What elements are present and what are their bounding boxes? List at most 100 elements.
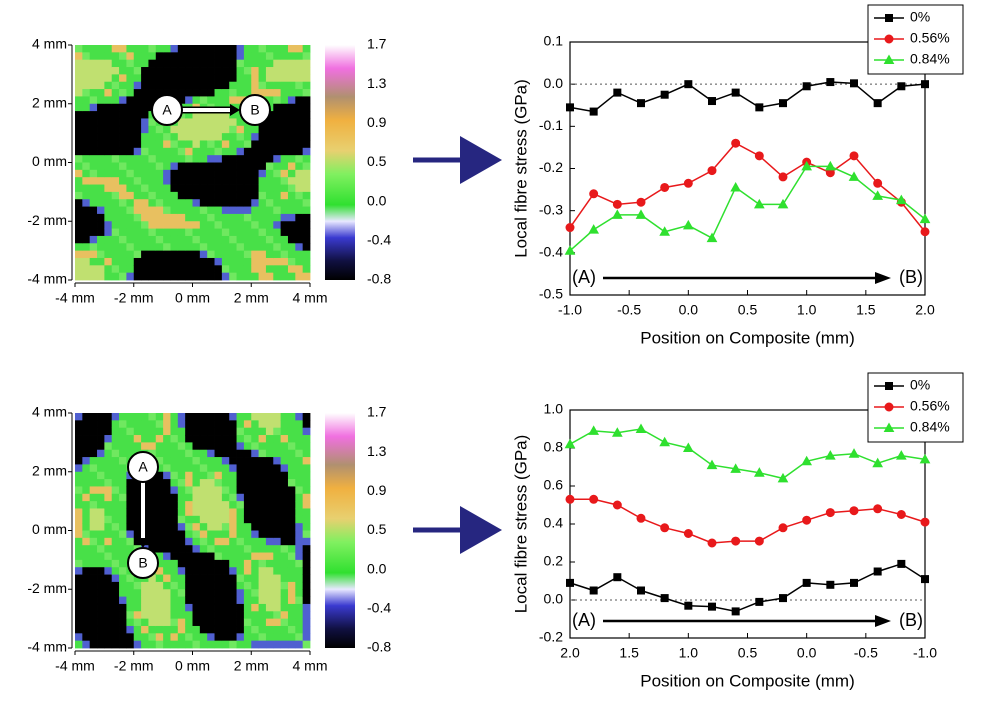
map-cell [207, 618, 215, 627]
map-cell [207, 633, 215, 642]
map-cell [287, 96, 296, 105]
map-cell [229, 59, 237, 68]
map-cell [97, 501, 105, 509]
map-cell [111, 427, 120, 436]
map-cell [236, 228, 245, 237]
map-cell [280, 59, 289, 68]
map-cell [89, 67, 98, 75]
x-tick-label: 1.0 [797, 302, 817, 318]
map-cell [251, 574, 259, 583]
map-cell [280, 89, 289, 97]
map-cell [119, 74, 127, 83]
map-cell [258, 493, 267, 502]
map-cell [258, 206, 267, 215]
map-cell [295, 140, 304, 149]
map-cell [258, 552, 267, 561]
map-cell [214, 413, 223, 421]
map-cell [148, 184, 157, 193]
marker [588, 224, 600, 234]
map-cell [199, 125, 208, 134]
map-cell [280, 618, 289, 627]
map-cell [185, 140, 193, 149]
map-cell [177, 589, 186, 597]
map-cell [251, 427, 259, 436]
map-cell [243, 530, 252, 539]
map-cell [251, 457, 259, 465]
map-cell [221, 140, 230, 149]
map-cell [236, 81, 245, 90]
map-cell [155, 67, 164, 75]
map-cell [280, 471, 289, 480]
map-cell [280, 199, 289, 207]
map-cell [236, 618, 245, 627]
map-cell [155, 625, 164, 634]
map-cell [295, 96, 304, 105]
map-cell [199, 74, 208, 83]
map-cell [89, 147, 98, 156]
map-cell [155, 89, 164, 97]
map-cell [258, 162, 267, 171]
map-cell [89, 501, 98, 509]
map-cell [280, 257, 289, 266]
map-cell [141, 442, 149, 451]
map-cell [287, 272, 296, 281]
map-cell [192, 413, 201, 421]
map-cell [119, 435, 127, 443]
map-cell [295, 530, 304, 539]
map-cell [111, 515, 120, 524]
map-cell [104, 125, 113, 134]
map-cell [302, 611, 311, 620]
map-cell [192, 199, 201, 207]
map-cell [119, 96, 127, 105]
map-cell [155, 611, 164, 620]
point-label: A [138, 459, 148, 475]
map-cell [207, 67, 215, 75]
map-cell [97, 206, 105, 215]
map-cell [295, 589, 304, 597]
map-cell [155, 52, 164, 61]
map-cell [170, 125, 179, 134]
map-cell [97, 435, 105, 443]
map-cell [148, 74, 157, 83]
map-cell [221, 250, 230, 259]
map-cell [119, 243, 127, 252]
map-cell [221, 243, 230, 252]
map-cell [229, 537, 237, 546]
map-cell [75, 508, 83, 517]
map-cell [155, 413, 164, 421]
map-cell [236, 67, 245, 75]
map-cell [89, 640, 98, 649]
map-cell [265, 155, 274, 163]
marker [660, 523, 670, 533]
map-cell [75, 59, 83, 68]
map-cell [177, 523, 186, 531]
map-cell [236, 457, 245, 465]
map-cell [302, 118, 311, 127]
map-cell [97, 603, 105, 612]
map-cell [251, 243, 259, 252]
map-cell [155, 250, 164, 259]
map-cell [163, 589, 171, 597]
point-marker [127, 451, 159, 483]
map-cell [97, 89, 105, 97]
map-cell [199, 243, 208, 252]
map-cell [141, 103, 149, 112]
map-cell [258, 618, 267, 627]
map-cell [89, 96, 98, 105]
map-cell [185, 177, 193, 185]
marker [588, 425, 600, 435]
map-cell [126, 257, 135, 266]
map-cell [141, 184, 149, 193]
map-cell [170, 272, 179, 281]
map-cell [302, 567, 311, 575]
map-cell [111, 493, 120, 502]
map-cell [111, 581, 120, 590]
map-cell [119, 81, 127, 90]
map-cell [265, 52, 274, 61]
map-cell [133, 184, 142, 193]
map-cell [148, 640, 157, 649]
map-cell [163, 508, 171, 517]
map-cell [126, 449, 135, 458]
x-tick-label: -0.5 [854, 645, 878, 661]
map-cell [221, 640, 230, 649]
